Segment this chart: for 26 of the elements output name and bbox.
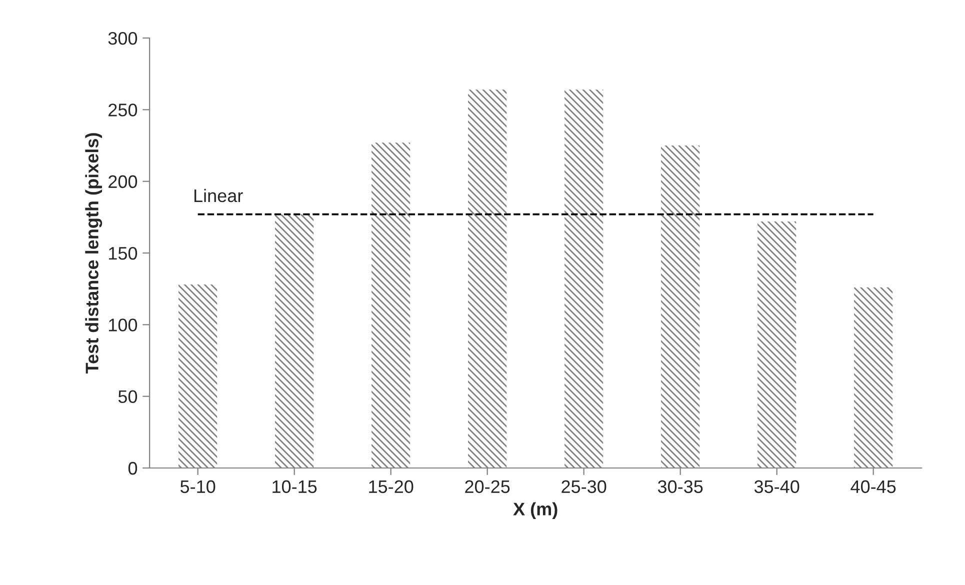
y-tick-label: 100 — [109, 318, 138, 332]
x-axis-title: X (m) — [513, 502, 558, 520]
y-tick-label: 250 — [108, 104, 138, 116]
x-tick-label: 40-45 — [850, 480, 896, 494]
bar — [758, 221, 796, 468]
y-tick-label: 300 — [108, 32, 138, 45]
x-tick-label: 20-25 — [465, 480, 510, 494]
series-label: Linear — [194, 188, 243, 202]
y-tick-label: 200 — [108, 175, 138, 188]
bar — [564, 90, 604, 468]
bar — [661, 146, 700, 468]
bar — [372, 142, 410, 468]
y-tick-label: 150 — [109, 246, 138, 260]
bar — [854, 287, 893, 468]
bar — [178, 284, 218, 468]
x-tick-label: 5-10 — [180, 480, 216, 494]
x-tick-label: 15-20 — [369, 480, 414, 494]
x-tick-label: 10-15 — [272, 480, 317, 494]
y-tick-label: 50 — [118, 390, 138, 404]
y-tick-label: 0 — [128, 462, 138, 475]
x-tick-label: 25-30 — [562, 480, 606, 494]
x-tick-label: 35-40 — [754, 480, 800, 494]
bar — [468, 90, 507, 468]
bar — [275, 214, 314, 468]
y-axis-title: Test distance length (pixels) — [85, 133, 102, 374]
x-tick-label: 30-35 — [658, 480, 703, 494]
